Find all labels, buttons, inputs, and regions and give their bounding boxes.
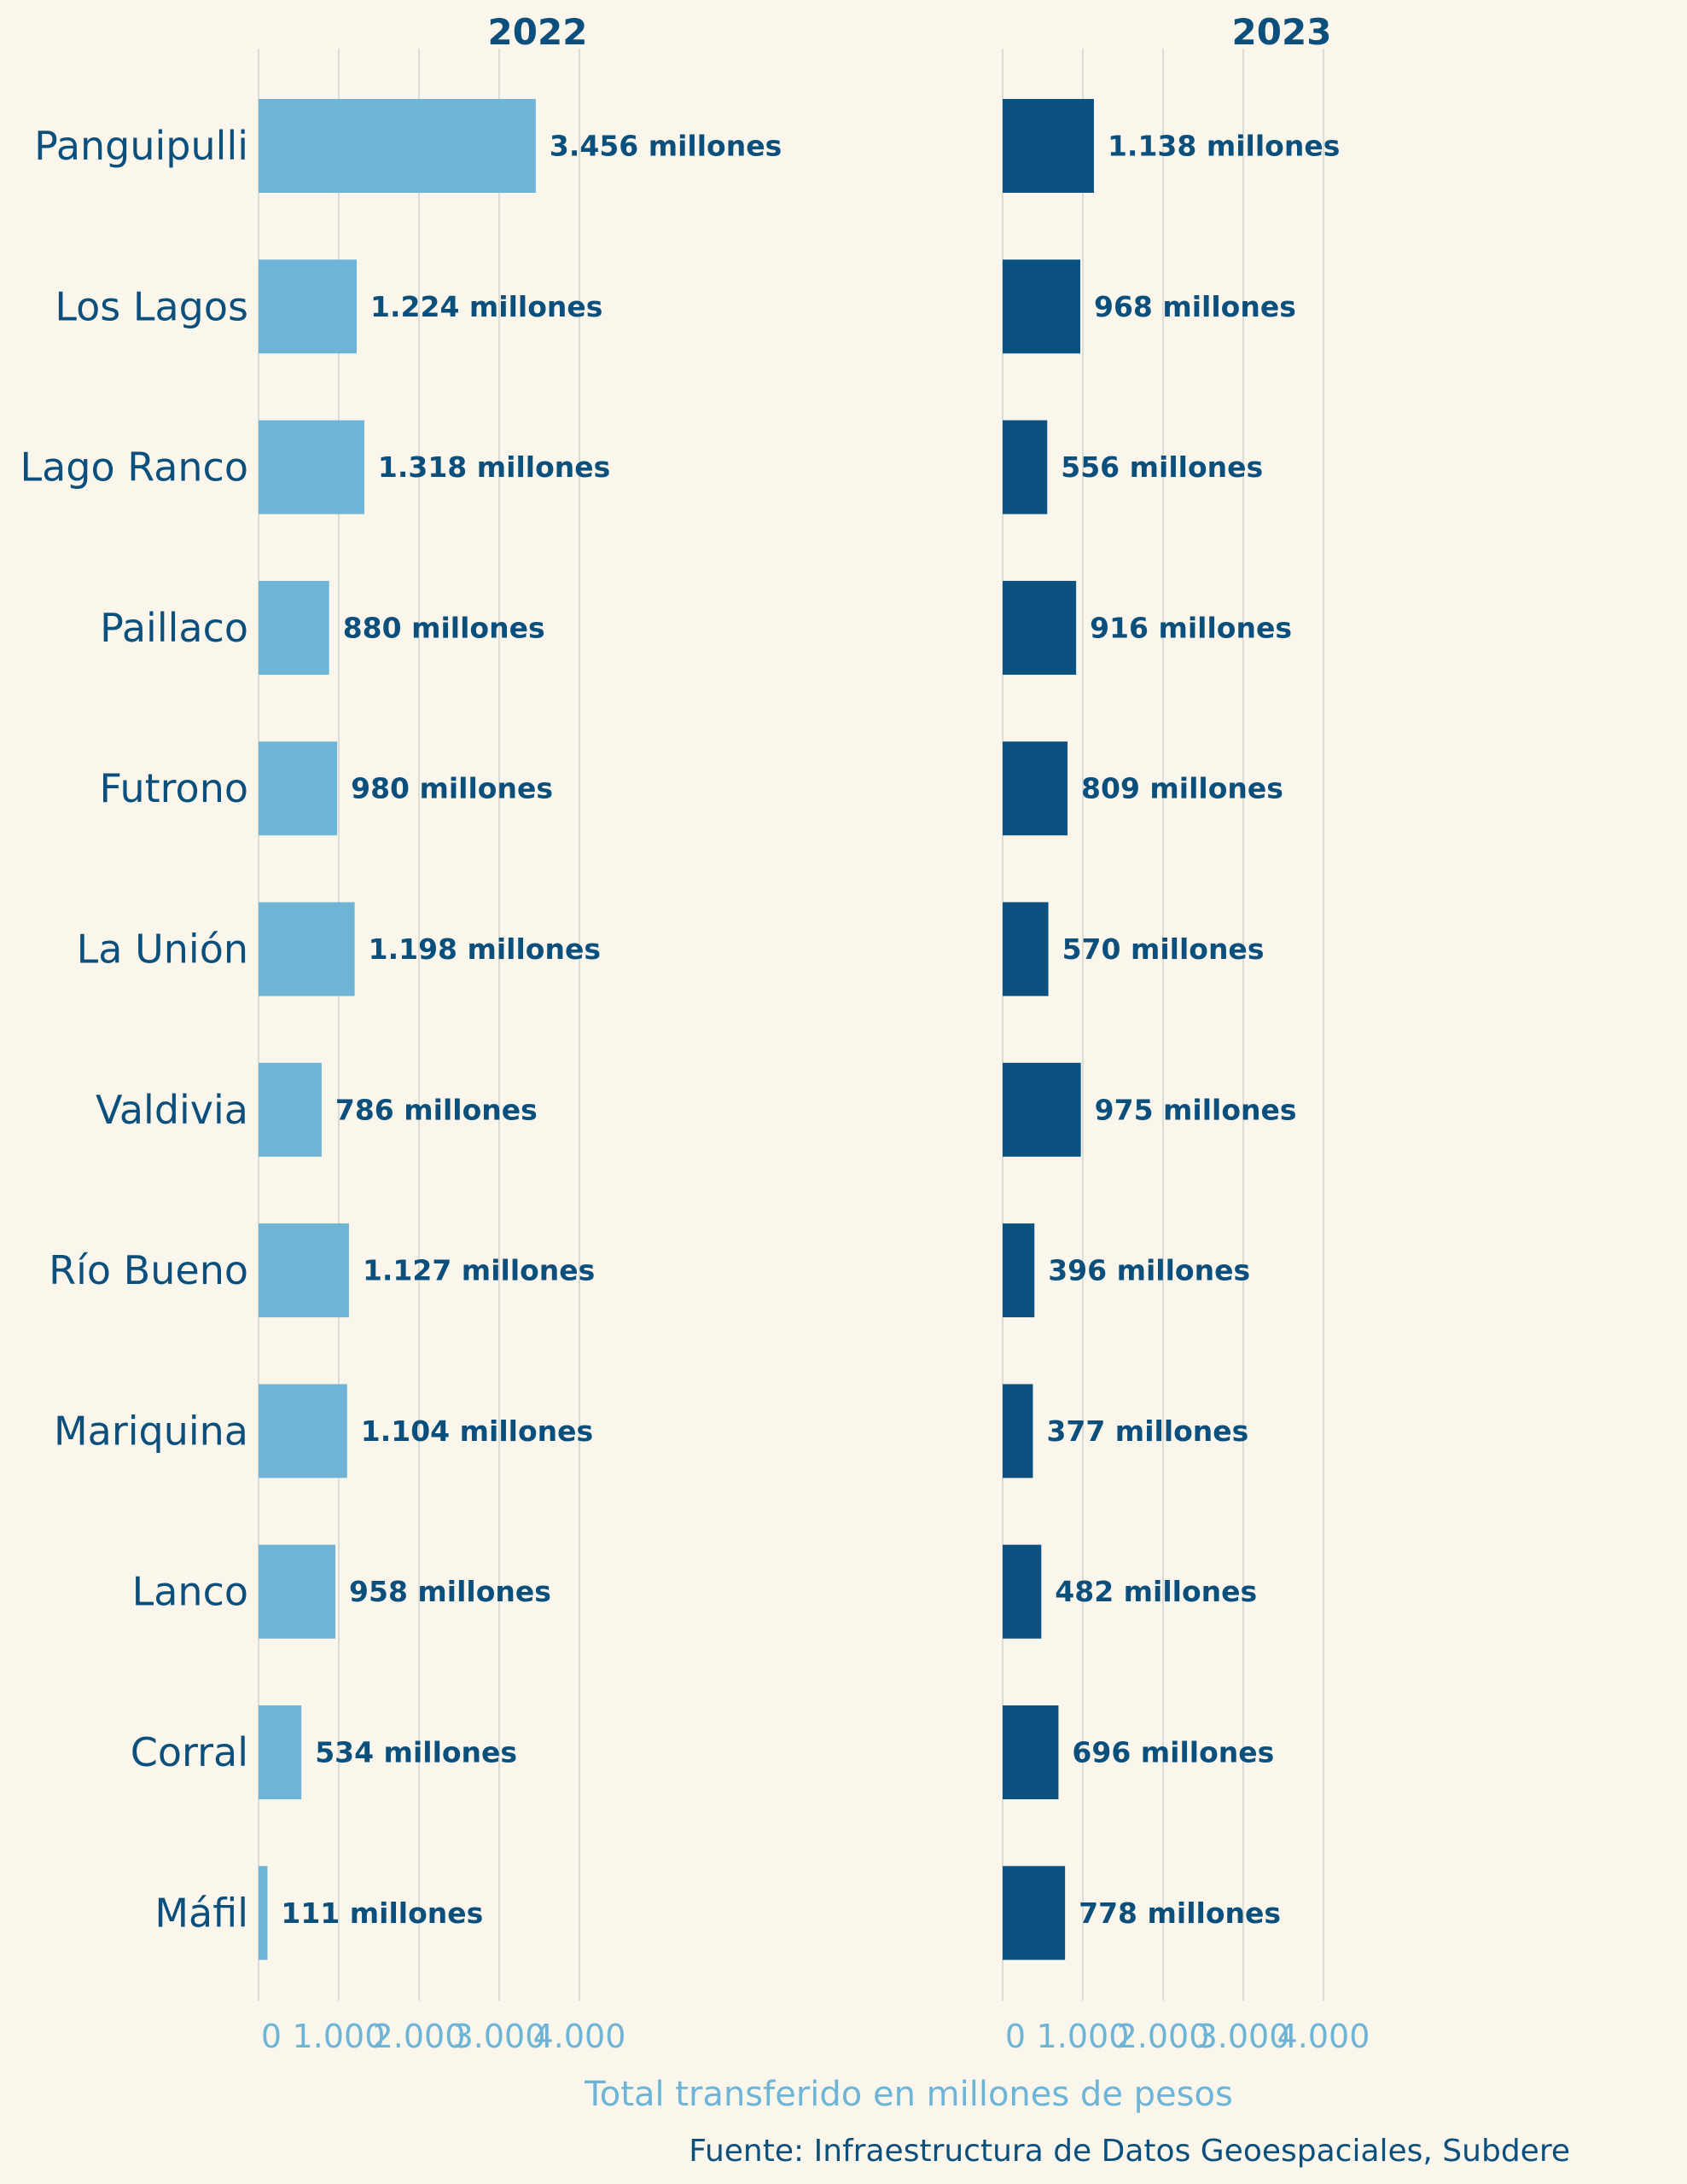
- category-label: La Unión: [77, 926, 248, 973]
- bar: [259, 259, 358, 354]
- bar: [1003, 741, 1068, 836]
- data-label: 556 millones: [1061, 450, 1263, 484]
- bar: [1003, 1062, 1081, 1157]
- bar: [1003, 1384, 1033, 1478]
- bar: [259, 902, 355, 996]
- x-tick-label: 2.000: [373, 2018, 466, 2055]
- bar: [259, 420, 364, 514]
- data-label: 968 millones: [1094, 290, 1296, 323]
- bar: [259, 1544, 336, 1639]
- x-tick-label: 1.000: [1037, 2018, 1130, 2055]
- category-label: Mariquina: [54, 1408, 248, 1454]
- category-label: Lago Ranco: [20, 444, 248, 491]
- data-label: 1.318 millones: [378, 450, 610, 484]
- data-label: 534 millones: [315, 1736, 517, 1769]
- data-label: 377 millones: [1046, 1414, 1248, 1448]
- data-label: 778 millones: [1079, 1896, 1281, 1930]
- data-label: 809 millones: [1081, 772, 1283, 805]
- data-label: 980 millones: [351, 772, 553, 805]
- category-label: Corral: [131, 1729, 248, 1775]
- data-label: 3.456 millones: [550, 130, 782, 163]
- bar: [259, 741, 338, 836]
- category-label: Panguipulli: [34, 123, 248, 169]
- data-label: 958 millones: [349, 1575, 551, 1608]
- data-label: 1.104 millones: [361, 1414, 593, 1448]
- data-label: 396 millones: [1048, 1254, 1250, 1287]
- bar: [1003, 420, 1048, 514]
- x-tick-label: 4.000: [1277, 2018, 1370, 2055]
- bar: [1003, 259, 1080, 354]
- x-tick-label: 1.000: [293, 2018, 386, 2055]
- data-label: 111 millones: [281, 1896, 483, 1930]
- bar: [1003, 1544, 1042, 1639]
- panel-title: 2022: [488, 11, 588, 53]
- category-label: Lanco: [132, 1569, 248, 1615]
- data-label: 1.198 millones: [369, 932, 601, 966]
- bar: [259, 580, 329, 675]
- x-tick-label: 3.000: [1197, 2018, 1290, 2055]
- data-label: 880 millones: [343, 611, 545, 644]
- bar: [1003, 902, 1049, 996]
- data-label: 482 millones: [1055, 1575, 1257, 1608]
- bar: [1003, 1866, 1066, 1960]
- grid-lines: [258, 49, 1324, 2001]
- category-label: Río Bueno: [49, 1247, 248, 1293]
- x-tick-label: 3.000: [453, 2018, 546, 2055]
- x-tick-label: 0: [1005, 2018, 1026, 2055]
- x-tick-label: 2.000: [1117, 2018, 1210, 2055]
- data-label: 570 millones: [1062, 932, 1265, 966]
- bar: [1003, 1705, 1059, 1799]
- bar: [1003, 99, 1094, 193]
- category-label: Futrono: [100, 765, 248, 811]
- bar: [1003, 1223, 1035, 1318]
- bar: [259, 1866, 268, 1960]
- category-labels: Panguipulli Los Lagos Lago Ranco Paillaco Fu…: [20, 123, 248, 1936]
- bar: [1003, 580, 1077, 675]
- bar: [259, 1062, 322, 1157]
- data-label: 1.127 millones: [363, 1254, 595, 1287]
- source-note: Fuente: Infraestructura de Datos Geoespa…: [689, 2134, 1570, 2169]
- x-tick-label: 4.000: [533, 2018, 626, 2055]
- panel-title: 2023: [1232, 11, 1332, 53]
- x-tick-label: 0: [261, 2018, 282, 2055]
- category-label: Máfil: [154, 1890, 248, 1936]
- data-label: 1.224 millones: [370, 290, 602, 323]
- bar: [259, 1223, 349, 1318]
- category-label: Valdivia: [96, 1087, 248, 1133]
- bar: [259, 1384, 347, 1478]
- data-label: 786 millones: [335, 1093, 538, 1126]
- category-label: Paillaco: [100, 605, 248, 651]
- x-axis-title: Total transferido en millones de pesos: [584, 2075, 1233, 2114]
- data-label: 1.138 millones: [1108, 130, 1340, 163]
- data-label: 975 millones: [1095, 1093, 1297, 1126]
- data-label: 916 millones: [1090, 611, 1292, 644]
- data-label: 696 millones: [1072, 1736, 1274, 1769]
- bar: [259, 99, 536, 193]
- bar: [259, 1705, 302, 1799]
- category-label: Los Lagos: [55, 283, 248, 329]
